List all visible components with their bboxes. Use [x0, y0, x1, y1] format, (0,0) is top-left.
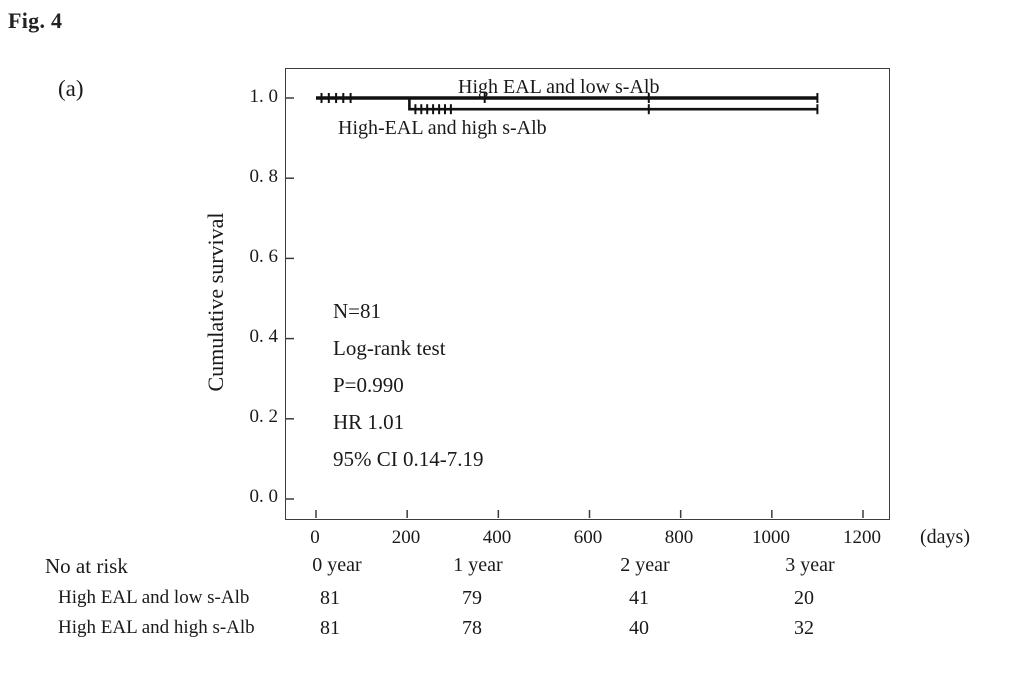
- y-tick-label: 0. 2: [249, 406, 279, 427]
- figure-label: Fig. 4: [8, 8, 63, 33]
- x-tick-label: 400: [482, 527, 512, 548]
- x-axis-unit: (days): [920, 526, 970, 548]
- survival-curves: [286, 93, 864, 518]
- risk-col-header: 2 year: [620, 554, 670, 576]
- curve-label-low-salb: High EAL and low s-Alb: [458, 76, 660, 98]
- stat-line-pvalue: P=0.990: [333, 373, 404, 397]
- risk-col-header: 3 year: [785, 554, 835, 576]
- panel-label: (a): [58, 76, 84, 101]
- y-axis-label: Cumulative survival: [203, 212, 228, 392]
- risk-row-label: High EAL and high s-Alb: [58, 617, 255, 638]
- y-tick-label: 0. 6: [249, 246, 279, 267]
- risk-value: 81: [320, 587, 340, 609]
- risk-value: 40: [629, 617, 649, 639]
- risk-row-label: High EAL and low s-Alb: [58, 587, 250, 608]
- x-tick-label: 800: [664, 527, 694, 548]
- stat-line-ci: 95% CI 0.14-7.19: [333, 447, 484, 471]
- survival-plot: [285, 68, 890, 520]
- risk-col-header: 1 year: [453, 554, 503, 576]
- y-tick-label: 0. 0: [249, 486, 279, 507]
- risk-value: 79: [462, 587, 482, 609]
- x-tick-label: 200: [391, 527, 421, 548]
- risk-value: 32: [794, 617, 814, 639]
- risk-value: 20: [794, 587, 814, 609]
- stat-line-hr: HR 1.01: [333, 410, 405, 434]
- risk-value: 81: [320, 617, 340, 639]
- x-tick-label: 600: [573, 527, 603, 548]
- risk-table-title: No at risk: [45, 554, 128, 578]
- y-tick-label: 0. 8: [249, 166, 279, 187]
- risk-value: 78: [462, 617, 482, 639]
- risk-value: 41: [629, 587, 649, 609]
- y-tick-label: 0. 4: [249, 326, 279, 347]
- stats-annotation: N=81 Log-rank test P=0.990 HR 1.01 95% C…: [333, 293, 484, 478]
- x-tick-label: 0: [310, 527, 320, 548]
- x-tick-label: 1200: [843, 527, 881, 548]
- curve-label-high-salb: High-EAL and high s-Alb: [338, 117, 547, 139]
- x-tick-label: 1000: [752, 527, 790, 548]
- stat-line-n: N=81: [333, 299, 382, 323]
- stat-line-test: Log-rank test: [333, 336, 446, 360]
- risk-col-header: 0 year: [312, 554, 362, 576]
- y-tick-label: 1. 0: [249, 86, 279, 107]
